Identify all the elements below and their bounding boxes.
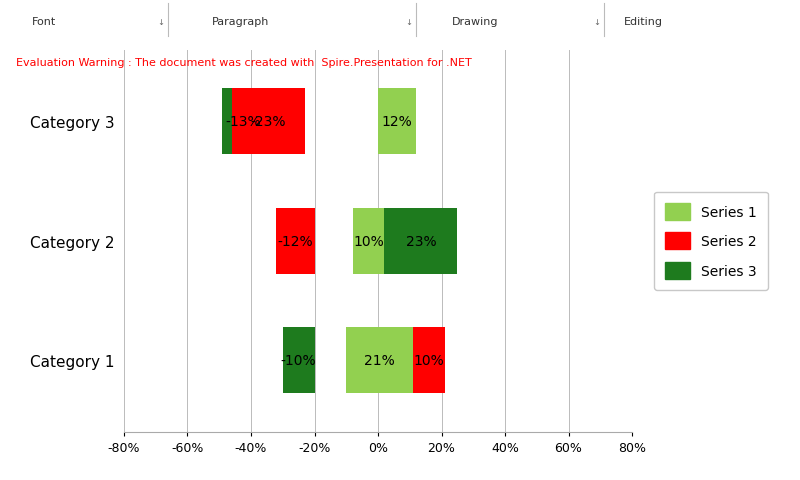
Bar xyxy=(413,328,445,393)
Bar xyxy=(232,89,305,155)
Text: -13%: -13% xyxy=(226,115,261,129)
Text: -23%: -23% xyxy=(250,115,286,129)
Text: Paragraph: Paragraph xyxy=(212,17,270,27)
Bar xyxy=(222,89,264,155)
Text: Font: Font xyxy=(32,17,56,27)
Text: -10%: -10% xyxy=(281,353,317,367)
Bar xyxy=(277,208,314,274)
Text: ↓: ↓ xyxy=(593,18,600,27)
Text: ↓: ↓ xyxy=(405,18,412,27)
Legend: Series 1, Series 2, Series 3: Series 1, Series 2, Series 3 xyxy=(654,192,768,290)
Bar xyxy=(282,328,314,393)
Bar xyxy=(346,328,413,393)
Text: Evaluation Warning : The document was created with  Spire.Presentation for .NET: Evaluation Warning : The document was cr… xyxy=(16,58,472,68)
Text: 23%: 23% xyxy=(406,234,436,248)
Text: 10%: 10% xyxy=(414,353,444,367)
Bar xyxy=(353,208,384,274)
Text: 21%: 21% xyxy=(364,353,395,367)
Text: Drawing: Drawing xyxy=(452,17,498,27)
Text: Editing: Editing xyxy=(624,17,663,27)
Text: -12%: -12% xyxy=(278,234,314,248)
Text: 10%: 10% xyxy=(353,234,384,248)
Bar xyxy=(384,208,458,274)
Text: ↓: ↓ xyxy=(157,18,164,27)
Bar xyxy=(378,89,416,155)
Text: 12%: 12% xyxy=(382,115,413,129)
